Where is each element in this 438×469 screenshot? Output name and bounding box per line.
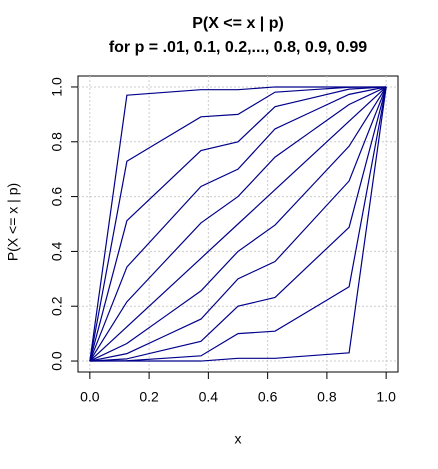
x-tick-label: 0.4 (199, 389, 219, 405)
series-line (89, 86, 387, 362)
chart-title: P(X <= x | p) (192, 15, 284, 32)
plot-frame (77, 75, 399, 373)
y-tick-label: 0.0 (49, 351, 65, 371)
y-tick-label: 1.0 (49, 77, 65, 97)
series-line (89, 86, 387, 362)
x-tick-label: 0.2 (139, 389, 159, 405)
chart-subtitle: for p = .01, 0.1, 0.2,..., 0.8, 0.9, 0.9… (109, 39, 367, 56)
x-tick-label: 0.6 (258, 389, 278, 405)
y-tick-label: 0.2 (49, 296, 65, 316)
y-tick-label: 0.6 (49, 187, 65, 207)
series-line (89, 86, 387, 362)
y-axis-label: P(X <= x | p) (5, 183, 21, 261)
x-axis-label: x (235, 431, 242, 447)
series-line (89, 86, 387, 362)
series-line (89, 86, 387, 362)
series-line (89, 86, 387, 362)
x-tick-label: 0.8 (317, 389, 337, 405)
x-tick-label: 1.0 (376, 389, 396, 405)
y-tick-label: 0.4 (49, 241, 65, 261)
x-tick-label: 0.0 (80, 389, 100, 405)
y-tick-label: 0.8 (49, 132, 65, 152)
series-line (89, 86, 387, 362)
series-line (89, 86, 387, 362)
series-line (89, 86, 387, 362)
series-line (89, 86, 387, 362)
series-line (89, 86, 387, 362)
